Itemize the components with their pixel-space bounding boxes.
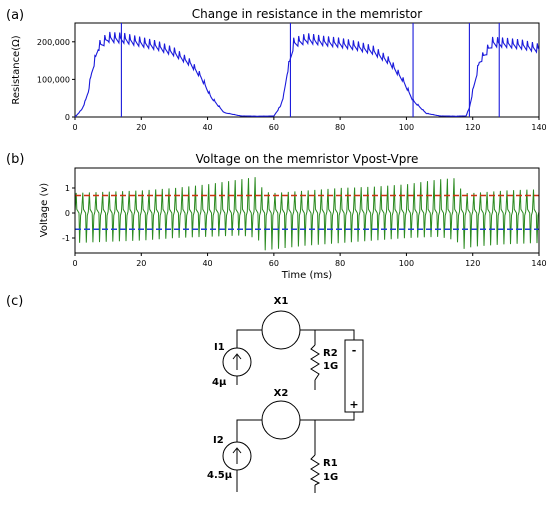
chart-b-xtick-label: 0 <box>72 259 77 268</box>
chart-b-xtick-label: 60 <box>269 259 279 268</box>
chart-b-ylabel: Voltage (v) <box>39 183 50 238</box>
chart-a-xtick-label: 40 <box>202 123 212 132</box>
r2-resistor-icon <box>310 344 320 381</box>
i2-arrow-head <box>232 447 242 454</box>
chart-a-xtick-label: 80 <box>335 123 345 132</box>
chart-b-xtick-label: 120 <box>465 259 480 268</box>
i2-label: I2 <box>213 435 224 446</box>
circuit-diagram <box>222 310 364 493</box>
chart-b-xtick-label: 80 <box>335 259 345 268</box>
chart-a-ytick-label: 100,000 <box>37 75 70 84</box>
x1-label: X1 <box>274 296 289 307</box>
chart-a-ytick-label: 0 <box>65 113 70 122</box>
chart-a-xtick-label: 120 <box>465 123 480 132</box>
chart-b-xtick-label: 100 <box>399 259 414 268</box>
chart-b-frame <box>74 167 540 254</box>
chart-a-xtick-label: 60 <box>269 123 279 132</box>
r1-value: 1G <box>323 472 338 483</box>
panel-label-c: (c) <box>6 294 23 309</box>
r1-label: R1 <box>323 458 338 469</box>
x2-label: X2 <box>274 388 289 399</box>
chart-b-xlabel: Time (ms) <box>281 270 333 281</box>
chart-a-frame <box>74 22 540 118</box>
memristor-block <box>344 339 364 413</box>
chart-b-title: Voltage on the memristor Vpost-Vpre <box>196 152 419 166</box>
r1-resistor-icon <box>309 454 321 486</box>
chart-a-xtick-label: 0 <box>72 123 77 132</box>
chart-b-ytick-label: 0 <box>65 209 70 218</box>
chart-a-ylabel: Resistance(Ω) <box>11 35 22 104</box>
chart-a-ytick-label: 200,000 <box>37 38 70 47</box>
memristor-minus: - <box>352 344 357 357</box>
x1-element <box>261 310 301 350</box>
wire-x2-right <box>300 412 355 421</box>
i1-arrow-head <box>232 353 242 360</box>
wire-x1-right <box>300 329 355 340</box>
chart-a-xtick-label: 140 <box>531 123 546 132</box>
i2-value: 4.5μ <box>207 470 233 481</box>
chart-b-ytick-label: 1 <box>65 184 70 193</box>
chart-b-xtick-label: 140 <box>531 259 546 268</box>
chart-b-xtick-label: 20 <box>136 259 146 268</box>
resistance-series-line <box>74 31 540 118</box>
chart-a-xtick-label: 20 <box>136 123 146 132</box>
r2-label: R2 <box>323 348 338 359</box>
voltage-chart: Voltage on the memristor Vpost-Vpre Volt… <box>39 152 547 281</box>
voltage-series-line <box>74 177 540 251</box>
chart-a-title: Change in resistance in the memristor <box>192 7 422 21</box>
chart-b-ytick-label: -1 <box>62 234 70 243</box>
chart-a-xtick-label: 100 <box>399 123 414 132</box>
r2-value: 1G <box>323 361 338 372</box>
i1-value: 4μ <box>212 377 227 388</box>
chart-b-xtick-label: 40 <box>202 259 212 268</box>
panel-label-b: (b) <box>6 152 24 167</box>
x2-element <box>261 400 301 440</box>
i1-label: I1 <box>214 342 225 353</box>
memristor-plus: + <box>349 398 358 411</box>
resistance-chart: Change in resistance in the memristor Re… <box>11 7 547 132</box>
panel-label-a: (a) <box>6 8 24 23</box>
